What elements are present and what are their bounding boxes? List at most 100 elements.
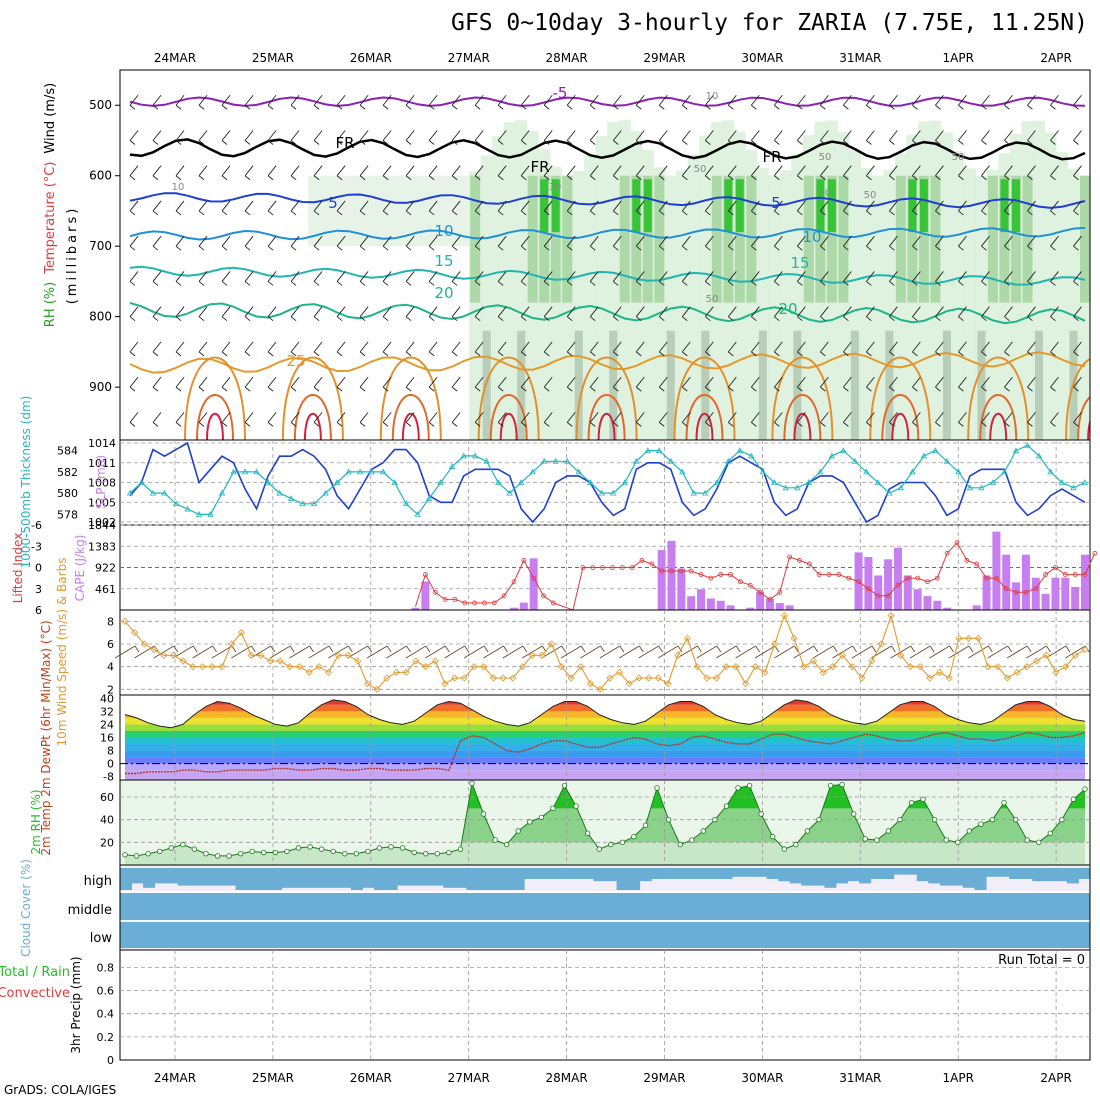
wind-speed-marker — [984, 663, 992, 671]
wind-barb — [386, 645, 411, 659]
thickness-marker — [161, 489, 168, 496]
wind-barb — [935, 165, 944, 181]
cape-bar — [716, 600, 725, 610]
rh-marker — [989, 816, 996, 823]
wind-barb — [221, 235, 231, 251]
cape-bar — [1071, 586, 1080, 610]
cloud-bar — [743, 893, 756, 920]
isotherm-loop — [587, 394, 626, 440]
cloud-bar — [408, 868, 421, 886]
cloud-bar — [778, 868, 791, 882]
cloud-bar — [547, 893, 560, 920]
cape-bar — [687, 596, 696, 610]
wind-barb — [638, 645, 664, 659]
wind-barb — [981, 94, 990, 110]
cloud-bar — [951, 868, 964, 886]
wind-barb — [658, 94, 668, 110]
wind-speed-marker — [402, 668, 410, 676]
rh-tick-label: 20 — [100, 836, 114, 849]
cape-bar — [874, 575, 883, 610]
wind-barb — [566, 165, 576, 181]
thickness-marker — [149, 489, 157, 496]
wind-barb — [451, 235, 461, 251]
temp-band — [125, 704, 1085, 712]
wind-speed-marker — [509, 674, 517, 682]
lifted-marker — [432, 589, 438, 595]
cloud-bar — [905, 893, 918, 920]
rh-marker — [677, 841, 683, 848]
wind-barb — [635, 412, 645, 427]
wind-barb — [1004, 376, 1013, 392]
rh-shade-60 — [734, 175, 745, 303]
wind-barb — [1027, 94, 1036, 110]
wind-barb — [1073, 165, 1082, 181]
rh-marker — [376, 845, 383, 851]
wind-speed-marker — [140, 640, 148, 648]
wind-barb — [820, 376, 829, 392]
isotherm-loop — [891, 412, 910, 440]
wind-speed-marker — [228, 640, 236, 648]
lifted-marker — [718, 572, 724, 577]
wind-barb — [560, 645, 586, 659]
wind-speed-marker — [363, 680, 371, 688]
rh-shade-low — [942, 330, 951, 440]
wind-speed-marker — [237, 629, 245, 637]
rh-marker — [295, 845, 302, 851]
wind-barb — [175, 376, 185, 392]
wind-speed-marker — [286, 663, 294, 671]
cloud-bar — [1055, 922, 1068, 948]
isotherm-loop — [303, 412, 322, 440]
lifted-marker — [600, 565, 605, 570]
cloud-bar — [859, 868, 872, 884]
cloud-bar — [824, 922, 837, 948]
rh-shade-60 — [826, 175, 837, 303]
rh-marker — [642, 822, 649, 829]
cloud-bar — [524, 893, 537, 920]
rh-shade-low — [885, 330, 894, 440]
isotherm-loop — [695, 412, 714, 440]
cloud-bar — [928, 893, 941, 920]
cloud-bar — [212, 922, 225, 948]
wind-barb — [520, 341, 530, 357]
cloud-bar — [847, 922, 860, 948]
cloud-bar — [882, 922, 895, 948]
rh-marker — [746, 782, 753, 789]
precip-tick-label: 0 — [107, 1054, 114, 1067]
cape-bar — [982, 575, 991, 610]
cloud-bar — [893, 893, 906, 920]
cape-bar — [992, 531, 1001, 610]
wind-speed-marker — [906, 663, 915, 671]
thickness-marker — [794, 484, 801, 491]
temp-line — [124, 699, 1086, 729]
wind-barb — [866, 235, 875, 251]
cloud-bar — [374, 868, 387, 890]
rh-marker — [168, 845, 174, 851]
wind-barb — [612, 200, 622, 216]
cloud-bar — [789, 893, 802, 920]
wind-barb — [313, 94, 323, 110]
rh-shade-low — [517, 330, 526, 440]
wind-barb — [244, 306, 254, 322]
cloud-bar — [997, 922, 1010, 948]
wind-barb — [428, 341, 438, 357]
rh-marker — [446, 849, 452, 856]
lifted-marker — [954, 540, 960, 546]
contour-label: 25 — [286, 352, 305, 370]
thickness-marker — [943, 457, 951, 464]
wind-barb — [750, 306, 760, 322]
temp-band — [125, 744, 1085, 751]
cloud-bar — [962, 922, 976, 948]
slp-series-line — [129, 441, 1086, 524]
cloud-bar — [258, 893, 271, 920]
wind-barb — [543, 165, 553, 181]
wind-barb — [1073, 412, 1082, 427]
wind-barb — [474, 306, 484, 322]
thickness-marker — [564, 457, 571, 464]
wind-barb — [796, 306, 806, 322]
wind-barb — [750, 271, 760, 286]
wind-barb — [1027, 341, 1036, 357]
wind-barb — [566, 376, 576, 392]
wind-barb — [658, 376, 668, 392]
cape-tick-label: 922 — [95, 562, 116, 575]
